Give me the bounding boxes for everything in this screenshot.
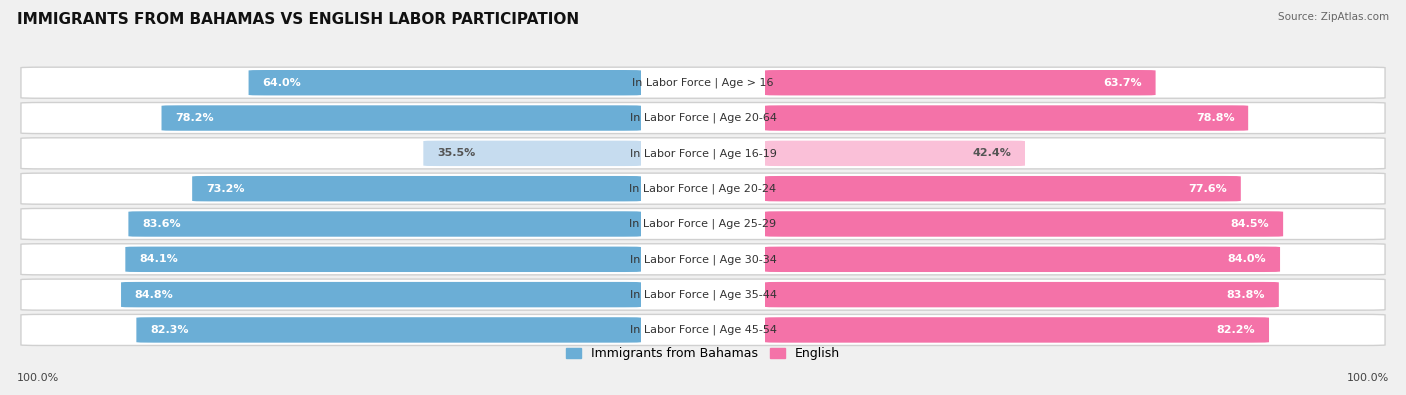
Text: 73.2%: 73.2%	[205, 184, 245, 194]
Text: 84.1%: 84.1%	[139, 254, 179, 264]
Legend: Immigrants from Bahamas, English: Immigrants from Bahamas, English	[561, 342, 845, 365]
Text: 77.6%: 77.6%	[1188, 184, 1227, 194]
Text: In Labor Force | Age 30-34: In Labor Force | Age 30-34	[630, 254, 776, 265]
FancyBboxPatch shape	[765, 176, 1241, 201]
FancyBboxPatch shape	[121, 282, 641, 307]
Text: Source: ZipAtlas.com: Source: ZipAtlas.com	[1278, 12, 1389, 22]
Text: In Labor Force | Age 45-54: In Labor Force | Age 45-54	[630, 325, 776, 335]
Text: 83.8%: 83.8%	[1226, 290, 1265, 300]
Text: 84.5%: 84.5%	[1230, 219, 1270, 229]
Text: IMMIGRANTS FROM BAHAMAS VS ENGLISH LABOR PARTICIPATION: IMMIGRANTS FROM BAHAMAS VS ENGLISH LABOR…	[17, 12, 579, 27]
Text: 78.2%: 78.2%	[176, 113, 214, 123]
FancyBboxPatch shape	[21, 102, 1385, 134]
FancyBboxPatch shape	[765, 317, 1270, 342]
FancyBboxPatch shape	[765, 282, 1279, 307]
FancyBboxPatch shape	[21, 314, 1385, 346]
FancyBboxPatch shape	[193, 176, 641, 201]
FancyBboxPatch shape	[128, 211, 641, 237]
Text: 64.0%: 64.0%	[263, 78, 301, 88]
Text: In Labor Force | Age 20-24: In Labor Force | Age 20-24	[630, 183, 776, 194]
Text: 100.0%: 100.0%	[1347, 373, 1389, 383]
FancyBboxPatch shape	[162, 105, 641, 131]
FancyBboxPatch shape	[765, 211, 1284, 237]
Text: 82.3%: 82.3%	[150, 325, 188, 335]
FancyBboxPatch shape	[21, 173, 1385, 204]
FancyBboxPatch shape	[765, 105, 1249, 131]
Text: 78.8%: 78.8%	[1195, 113, 1234, 123]
FancyBboxPatch shape	[125, 246, 641, 272]
Text: 63.7%: 63.7%	[1104, 78, 1142, 88]
FancyBboxPatch shape	[765, 70, 1156, 96]
Text: 83.6%: 83.6%	[142, 219, 181, 229]
Text: 42.4%: 42.4%	[973, 149, 1011, 158]
FancyBboxPatch shape	[423, 141, 641, 166]
FancyBboxPatch shape	[765, 246, 1279, 272]
Text: In Labor Force | Age 35-44: In Labor Force | Age 35-44	[630, 290, 776, 300]
FancyBboxPatch shape	[21, 209, 1385, 239]
FancyBboxPatch shape	[21, 138, 1385, 169]
FancyBboxPatch shape	[765, 141, 1025, 166]
Text: In Labor Force | Age 20-64: In Labor Force | Age 20-64	[630, 113, 776, 123]
Text: In Labor Force | Age 16-19: In Labor Force | Age 16-19	[630, 148, 776, 159]
Text: 84.8%: 84.8%	[135, 290, 173, 300]
Text: 35.5%: 35.5%	[437, 149, 475, 158]
Text: 82.2%: 82.2%	[1216, 325, 1256, 335]
Text: 100.0%: 100.0%	[17, 373, 59, 383]
FancyBboxPatch shape	[21, 67, 1385, 98]
Text: In Labor Force | Age 25-29: In Labor Force | Age 25-29	[630, 219, 776, 229]
Text: 84.0%: 84.0%	[1227, 254, 1267, 264]
FancyBboxPatch shape	[249, 70, 641, 96]
FancyBboxPatch shape	[21, 279, 1385, 310]
FancyBboxPatch shape	[136, 317, 641, 342]
FancyBboxPatch shape	[21, 244, 1385, 275]
Text: In Labor Force | Age > 16: In Labor Force | Age > 16	[633, 77, 773, 88]
